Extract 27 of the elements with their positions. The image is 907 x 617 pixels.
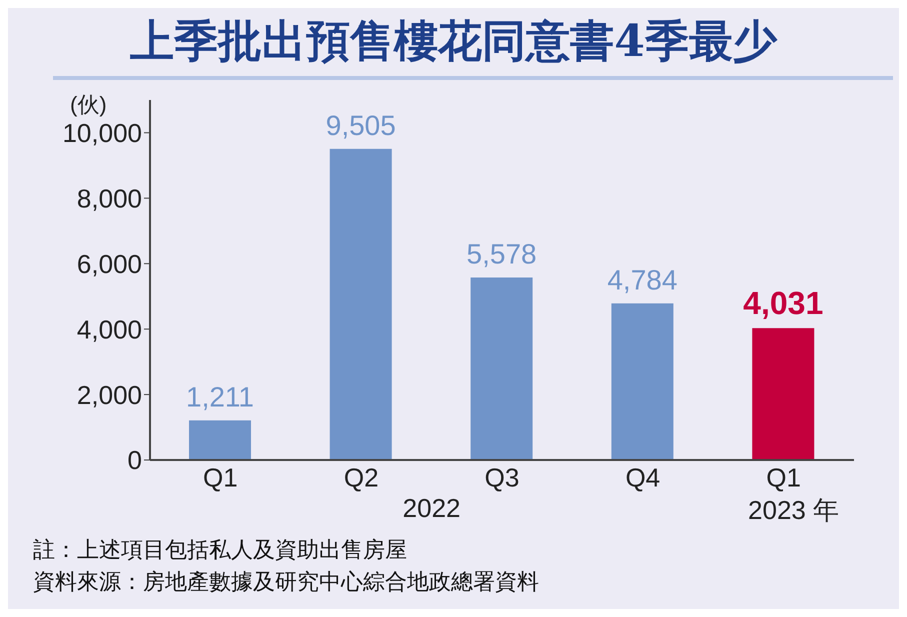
bar	[470, 277, 533, 460]
bar	[330, 148, 392, 460]
text: 2023 年	[747, 494, 840, 527]
text: 2022	[402, 493, 462, 524]
data-label: 5,578	[466, 238, 537, 270]
x-tick-label: Q1	[203, 462, 238, 492]
data-label: 4,031	[743, 285, 824, 322]
y-tick-label: 6,000	[76, 248, 142, 279]
chart-title: 上季批出預售樓花同意書4季最少	[129, 15, 778, 69]
x-tick-label: Q3	[484, 462, 520, 492]
bar	[611, 303, 674, 460]
bar	[752, 328, 814, 460]
y-tick-label: 2,000	[76, 380, 142, 410]
source-note: 資料來源：房地產數據及研究中心綜合地政總署資料	[33, 569, 539, 597]
data-label: 4,784	[607, 264, 678, 296]
x-tick-label: Q2	[344, 462, 379, 492]
data-label: 9,505	[326, 110, 396, 141]
y-tick-label: 4,000	[76, 314, 142, 344]
y-tick-label: 8,000	[76, 183, 142, 214]
bar	[189, 420, 251, 460]
x-tick-label: Q1	[766, 462, 801, 492]
x-tick-label: Q4	[625, 462, 660, 492]
data-label: 1,211	[186, 381, 254, 412]
text: 註：上述項目包括私人及資助出售房屋	[33, 537, 407, 565]
y-axis-title: (伙)	[70, 92, 107, 117]
y-tick-label: 10,000	[62, 118, 142, 148]
y-tick-label: 0	[128, 445, 142, 476]
